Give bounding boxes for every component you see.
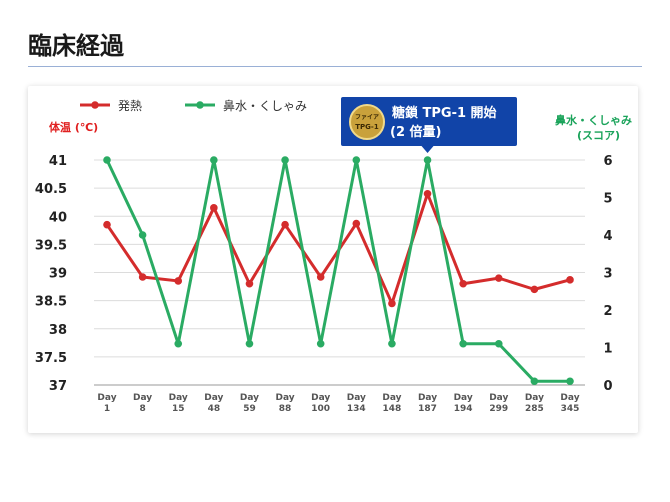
data-point-1: [494, 339, 503, 348]
data-point-0: [494, 274, 503, 282]
data-point-1: [566, 377, 574, 386]
x-tick-label: 48: [208, 404, 221, 414]
legend-label: 鼻水・くしゃみ: [223, 98, 307, 113]
y-right-axis-title: 鼻水・くしゃみ: [555, 113, 632, 127]
y-right-tick-label: 5: [603, 192, 612, 207]
data-point-1: [138, 231, 147, 239]
y-left-tick-label: 37.5: [35, 351, 67, 366]
legend-swatch-dot: [196, 101, 204, 109]
x-tick-label: Day: [347, 393, 366, 403]
data-point-0: [138, 273, 147, 281]
y-right-tick-label: 2: [603, 304, 612, 319]
data-point-0: [316, 273, 325, 281]
y-left-tick-label: 37: [49, 379, 67, 394]
data-point-1: [352, 156, 361, 164]
title-divider: [28, 66, 642, 67]
x-tick-label: 148: [383, 404, 402, 414]
data-point-0: [566, 276, 574, 284]
y-left-tick-label: 39.5: [35, 238, 67, 253]
x-tick-label: Day: [525, 393, 544, 403]
data-point-1: [103, 156, 111, 164]
data-point-1: [423, 156, 432, 164]
callout-box: [341, 97, 517, 146]
data-point-1: [530, 377, 539, 386]
y-right-axis-subtitle: (スコア): [577, 129, 620, 142]
x-tick-label: Day: [311, 393, 330, 403]
data-point-1: [388, 339, 396, 348]
y-right-tick-label: 6: [603, 154, 612, 169]
data-point-0: [174, 277, 183, 285]
y-left-tick-label: 38.5: [35, 295, 67, 310]
x-tick-label: 187: [418, 404, 437, 414]
y-left-tick-label: 40.5: [35, 182, 67, 197]
callout-line-1: 糖鎖 TPG-1 開始: [392, 105, 497, 121]
x-tick-label: Day: [240, 393, 259, 403]
y-left-tick-label: 39: [49, 267, 67, 282]
y-right-tick-label: 3: [603, 267, 612, 282]
logo-text-top: ファイア: [355, 114, 379, 121]
y-left-tick-label: 41: [49, 154, 67, 169]
x-tick-label: Day: [418, 393, 437, 403]
y-left-tick-label: 38: [49, 323, 67, 338]
data-point-0: [103, 220, 111, 229]
data-point-1: [245, 339, 254, 348]
tpg-logo-icon: [349, 104, 385, 140]
x-tick-label: Day: [454, 393, 473, 403]
data-point-1: [459, 339, 467, 348]
page-title: 臨床経過: [28, 32, 124, 60]
legend-swatch-dot: [91, 101, 99, 109]
x-tick-label: 15: [172, 404, 185, 414]
data-point-1: [281, 156, 289, 164]
x-tick-label: Day: [560, 393, 579, 403]
logo-text-bottom: TPG-1: [355, 123, 379, 131]
data-point-0: [352, 219, 361, 228]
x-tick-label: 88: [279, 404, 292, 414]
x-tick-label: 194: [454, 404, 473, 414]
x-tick-label: Day: [133, 393, 152, 403]
y-right-tick-label: 0: [603, 379, 612, 394]
x-tick-label: 345: [561, 404, 580, 414]
x-tick-label: Day: [489, 393, 508, 403]
y-left-tick-label: 40: [49, 210, 67, 225]
legend-label: 発熱: [118, 99, 142, 113]
x-tick-label: Day: [169, 393, 188, 403]
y-right-tick-label: 1: [603, 342, 612, 357]
x-tick-label: Day: [276, 393, 295, 403]
x-tick-label: 59: [243, 404, 256, 414]
data-point-0: [423, 189, 432, 198]
data-point-0: [530, 285, 539, 294]
data-point-0: [388, 299, 396, 308]
data-point-0: [459, 279, 467, 288]
x-tick-label: Day: [204, 393, 223, 403]
x-tick-label: 285: [525, 404, 544, 414]
chart-card: 37 37.5 38 38.5 39 39.5 40 40.5 41 0 1 2 3 4 5 6 体温 (℃) 鼻…: [28, 86, 638, 433]
x-tick-label: 8: [139, 404, 145, 414]
data-point-1: [316, 339, 325, 348]
data-point-0: [245, 279, 254, 288]
callout-line-2: (2 倍量): [390, 124, 441, 140]
x-tick-label: 299: [489, 404, 508, 414]
x-tick-label: Day: [382, 393, 401, 403]
x-tick-label: Day: [97, 393, 116, 403]
data-point-1: [210, 156, 218, 164]
series-line-1: [105, 158, 570, 383]
x-tick-label: 100: [311, 404, 330, 414]
x-tick-label: 1: [104, 404, 110, 414]
callout-pointer: [421, 146, 434, 153]
data-point-1: [174, 339, 183, 348]
y-right-tick-label: 4: [603, 229, 612, 244]
data-point-0: [210, 204, 218, 212]
data-point-0: [281, 220, 289, 229]
x-tick-label: 134: [347, 404, 366, 414]
y-left-axis-title: 体温 (℃): [49, 120, 98, 134]
